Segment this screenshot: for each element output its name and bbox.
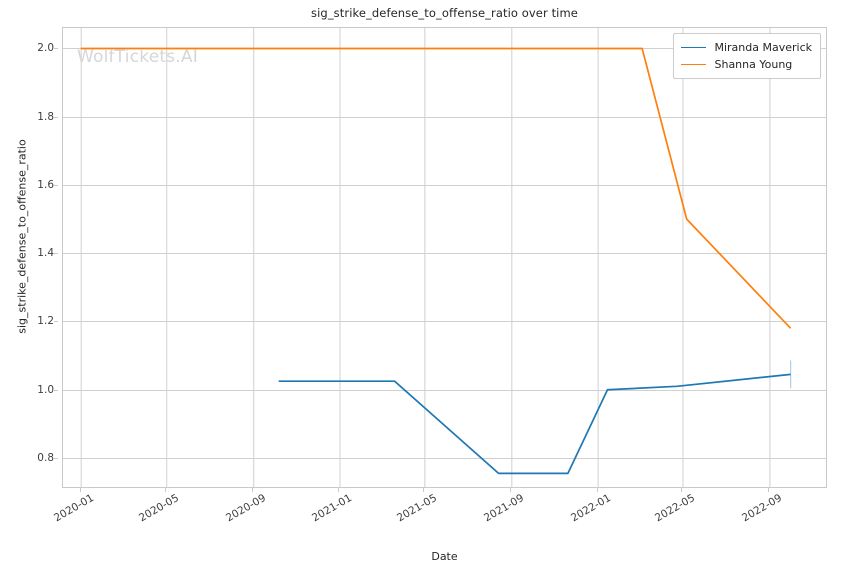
y-axis-ticks: 0.8 1.0 1.2 1.4 1.6 1.8 2.0 [0, 27, 58, 488]
x-tick-label: 2021-01 [310, 492, 355, 525]
y-tick-label: 1.6 [37, 178, 54, 191]
x-tick-mark [681, 488, 683, 492]
legend-label: Miranda Maverick [714, 41, 812, 54]
series-lines [80, 47, 792, 475]
y-tick-mark [54, 321, 58, 323]
legend-swatch-icon [681, 64, 707, 65]
chart-legend: Miranda Maverick Shanna Young [673, 33, 821, 79]
plot-canvas [63, 28, 826, 487]
y-tick-mark [54, 116, 58, 118]
y-tick-label: 0.8 [37, 451, 54, 464]
legend-label: Shanna Young [714, 58, 793, 71]
chart-title: sig_strike_defense_to_offense_ratio over… [311, 6, 578, 20]
x-tick-label: 2021-05 [395, 492, 440, 525]
y-tick-label: 1.4 [37, 247, 54, 260]
y-tick-mark [54, 389, 58, 391]
x-tick-mark [165, 488, 167, 492]
y-tick-mark [54, 184, 58, 186]
x-tick-label: 2020-05 [137, 492, 182, 525]
y-tick-label: 1.0 [37, 383, 54, 396]
x-tick-mark [79, 488, 81, 492]
x-tick-label: 2020-09 [224, 492, 269, 525]
series-line-1 [278, 373, 791, 475]
x-tick-label: 2022-01 [568, 492, 613, 525]
x-tick-label: 2022-05 [653, 492, 698, 525]
y-tick-label: 1.8 [37, 110, 54, 123]
x-tick-label: 2022-09 [740, 492, 785, 525]
x-tick-mark [510, 488, 512, 492]
legend-swatch-icon [681, 47, 707, 48]
x-tick-label: 2021-09 [482, 492, 527, 525]
x-gridlines [80, 28, 771, 487]
y-tick-mark [54, 253, 58, 255]
y-tick-mark [54, 457, 58, 459]
y-gridlines [63, 48, 826, 459]
y-tick-label: 2.0 [37, 42, 54, 55]
legend-item[interactable]: Shanna Young [681, 56, 812, 73]
x-axis-label: Date [431, 550, 458, 563]
y-axis-label: sig_strike_defense_to_offense_ratio [15, 139, 29, 334]
x-tick-mark [423, 488, 425, 492]
y-tick-label: 1.2 [37, 315, 54, 328]
x-axis-ticks: 2020-01 2020-05 2020-09 2021-01 2021-05 2021-… [52, 488, 827, 548]
plot-area: WolfTickets.AI Miranda Maverick Shanna Yo… [62, 27, 827, 488]
x-tick-mark [252, 488, 254, 492]
x-tick-mark [596, 488, 598, 492]
x-tick-label: 2020-01 [51, 492, 96, 525]
x-tick-mark [768, 488, 770, 492]
series-line-2 [80, 47, 792, 329]
legend-item[interactable]: Miranda Maverick [681, 39, 812, 56]
x-tick-mark [338, 488, 340, 492]
y-tick-mark [54, 48, 58, 50]
